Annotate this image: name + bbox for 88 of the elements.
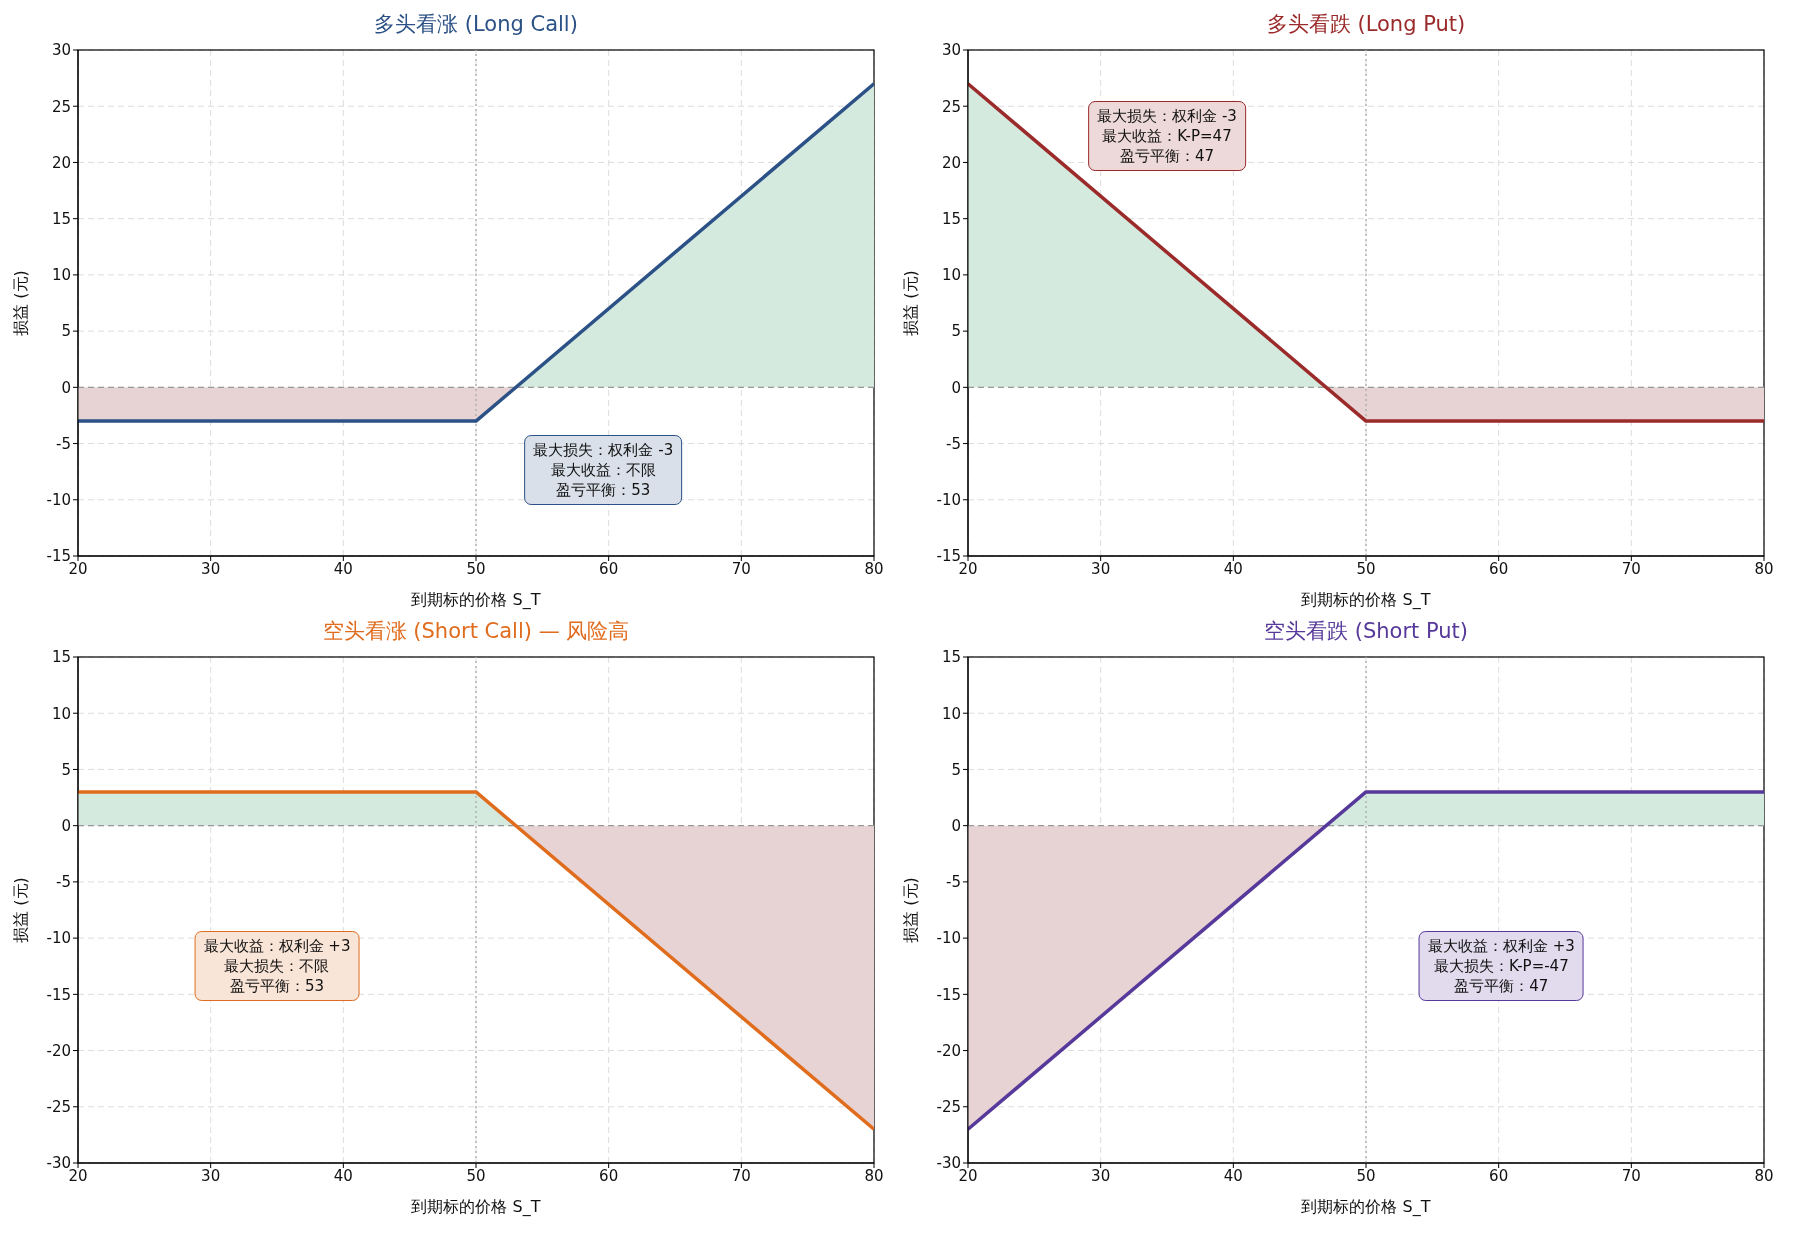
y-axis-title: 损益 (元)	[10, 877, 30, 943]
x-tick-label: 40	[333, 559, 353, 578]
x-tick-label: 50	[1356, 559, 1376, 578]
x-tick-label: 40	[1223, 559, 1243, 578]
x-tick-label: 40	[1223, 1166, 1243, 1185]
x-tick-label: 50	[466, 1166, 486, 1185]
annotation: 盈亏平衡：47	[1453, 975, 1550, 996]
y-tick-label: 0	[61, 378, 71, 397]
x-tick-label: 60	[599, 559, 619, 578]
x-tick-label: 50	[1356, 1166, 1376, 1185]
y-tick-label: -15	[46, 547, 71, 566]
x-tick-label: 80	[864, 559, 884, 578]
x-tick-label: 60	[1489, 559, 1509, 578]
y-tick-label: 10	[51, 704, 71, 723]
annotation: 最大收益：不限	[549, 459, 657, 480]
annotation: 最大收益：权利金 +3	[1427, 935, 1575, 956]
annotation: 最大损失：权利金 -3	[1097, 106, 1237, 127]
chart-title: 空头看涨 (Short Call) — 风险高	[321, 618, 631, 645]
y-tick-label: -20	[936, 1041, 961, 1060]
y-tick-label: 5	[951, 760, 961, 779]
y-tick-label: 5	[951, 322, 961, 341]
y-tick-label: -30	[936, 1154, 961, 1173]
y-axis-title: 损益 (元)	[900, 877, 920, 943]
y-tick-label: 25	[941, 97, 961, 116]
x-axis-title: 到期标的价格 S_T	[411, 590, 541, 610]
chart-title: 多头看跌 (Long Put)	[1265, 11, 1467, 38]
y-tick-label: 30	[941, 41, 961, 60]
x-tick-label: 70	[1621, 1166, 1641, 1185]
x-tick-label: 30	[201, 1166, 221, 1185]
y-tick-label: -5	[946, 873, 961, 892]
x-tick-label: 30	[201, 559, 221, 578]
y-axis-title: 损益 (元)	[900, 270, 920, 336]
x-tick-label: 80	[1754, 559, 1774, 578]
x-tick-label: 30	[1091, 559, 1111, 578]
x-tick-label: 60	[599, 1166, 619, 1185]
x-tick-label: 70	[731, 1166, 751, 1185]
y-tick-label: 10	[51, 266, 71, 285]
y-tick-label: 25	[51, 97, 71, 116]
y-tick-label: -25	[46, 1098, 71, 1117]
y-tick-label: 10	[941, 266, 961, 285]
x-tick-label: 30	[1091, 1166, 1111, 1185]
y-tick-label: -25	[936, 1098, 961, 1117]
x-axis-title: 到期标的价格 S_T	[411, 1197, 541, 1217]
y-tick-label: 10	[941, 704, 961, 723]
chart-title: 空头看跌 (Short Put)	[1263, 618, 1469, 645]
annotation: 盈亏平衡：53	[555, 479, 652, 500]
y-axis-title: 损益 (元)	[10, 270, 30, 336]
annotation: 最大损失：K-P=-47	[1432, 955, 1570, 976]
y-tick-label: -5	[56, 434, 71, 453]
y-tick-label: -15	[936, 985, 961, 1004]
chart-title: 多头看涨 (Long Call)	[373, 11, 579, 38]
y-tick-label: -30	[46, 1154, 71, 1173]
annotation: 最大收益：K-P=47	[1101, 126, 1233, 147]
x-tick-label: 40	[333, 1166, 353, 1185]
x-tick-label: 80	[864, 1166, 884, 1185]
y-tick-label: 15	[51, 648, 71, 667]
annotation: 最大损失：不限	[223, 955, 331, 976]
y-tick-label: -10	[46, 929, 71, 948]
y-tick-label: -15	[46, 985, 71, 1004]
y-tick-label: 20	[941, 153, 961, 172]
y-tick-label: 20	[51, 153, 71, 172]
annotation: 最大收益：权利金 +3	[203, 935, 351, 956]
y-tick-label: -10	[936, 491, 961, 510]
y-tick-label: 5	[61, 322, 71, 341]
x-axis-title: 到期标的价格 S_T	[1301, 1197, 1431, 1217]
x-tick-label: 70	[1621, 559, 1641, 578]
y-tick-label: -5	[56, 873, 71, 892]
x-axis-title: 到期标的价格 S_T	[1301, 590, 1431, 610]
annotation: 盈亏平衡：53	[228, 975, 326, 996]
y-tick-label: 15	[941, 648, 961, 667]
y-tick-label: 30	[51, 41, 71, 60]
y-tick-label: -5	[946, 434, 961, 453]
annotation: 最大损失：权利金 -3	[533, 439, 674, 460]
x-tick-label: 70	[731, 559, 751, 578]
x-tick-label: 60	[1489, 1166, 1509, 1185]
y-tick-label: 5	[61, 760, 71, 779]
y-tick-label: 15	[941, 209, 961, 228]
y-tick-label: -15	[936, 547, 961, 566]
y-tick-label: -10	[46, 491, 71, 510]
annotation: 盈亏平衡：47	[1118, 146, 1216, 167]
y-tick-label: -20	[46, 1041, 71, 1060]
x-tick-label: 80	[1754, 1166, 1774, 1185]
y-tick-label: -10	[936, 929, 961, 948]
y-tick-label: 15	[51, 209, 71, 228]
x-tick-label: 50	[466, 559, 486, 578]
y-tick-label: 0	[951, 816, 961, 835]
y-tick-label: 0	[61, 816, 71, 835]
y-tick-label: 0	[951, 378, 961, 397]
